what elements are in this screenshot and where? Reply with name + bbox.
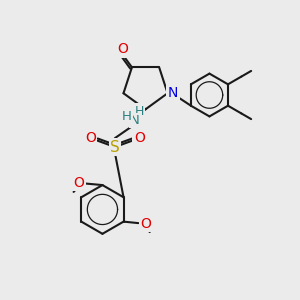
Text: O: O: [117, 43, 128, 56]
Text: S: S: [110, 140, 120, 154]
Text: O: O: [74, 176, 84, 190]
Text: O: O: [140, 217, 151, 231]
Text: N: N: [168, 86, 178, 100]
Text: O: O: [134, 131, 145, 145]
Text: H: H: [134, 105, 144, 118]
Text: H: H: [122, 110, 131, 123]
Text: O: O: [85, 131, 96, 145]
Text: N: N: [130, 114, 140, 127]
